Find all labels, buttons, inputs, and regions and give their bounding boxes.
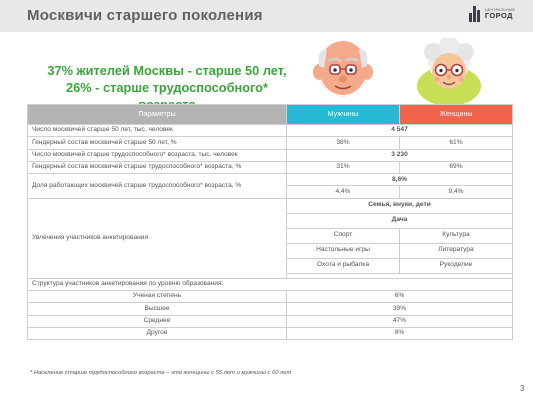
page-number: 3 bbox=[520, 384, 525, 393]
row-value-total: 3 230 bbox=[286, 148, 513, 162]
education-label: Структура участников анкетирования по ур… bbox=[27, 277, 513, 292]
table-row: Высшее 39% bbox=[27, 302, 513, 316]
table-row: Настольные игры Литература bbox=[28, 242, 513, 259]
hobby-culture: Культура bbox=[399, 227, 513, 244]
hobby-hunting-fishing: Охота и рыбалка bbox=[286, 257, 400, 274]
column-header-men: Мужчины bbox=[286, 104, 400, 125]
footnote: * Население старше трудоспособного возра… bbox=[30, 370, 292, 376]
elderly-man-icon bbox=[313, 41, 373, 97]
hobbies-label: Увлечения участников анкетирования bbox=[27, 197, 287, 279]
row-label: Число москвичей старше трудоспособного* … bbox=[27, 148, 287, 162]
logo-mark-icon bbox=[468, 6, 482, 22]
table-row: Среднее 47% bbox=[27, 314, 513, 328]
page-title: Москвичи старшего поколения bbox=[27, 7, 263, 24]
column-header-women: Женщины bbox=[399, 104, 513, 125]
row-value-men: 31% bbox=[286, 160, 400, 175]
education-item-label: Другое bbox=[27, 326, 287, 341]
table-row: 4,4% 9,4% bbox=[28, 185, 513, 199]
row-value-total: 8,6% bbox=[286, 173, 513, 187]
row-value-men: 38% bbox=[286, 136, 400, 150]
table-row: Гендерный состав москвичей старше 50 лет… bbox=[27, 136, 513, 150]
row-value-women: 9,4% bbox=[399, 185, 513, 199]
logo: ЦЕНТРАЛЬНЫЙ ГОРОД bbox=[468, 6, 515, 22]
row-value-men: 4,4% bbox=[286, 185, 400, 199]
statistics-table: Параметры Мужчины Женщины Число москвиче… bbox=[27, 104, 513, 341]
row-value-women: 69% bbox=[399, 160, 513, 175]
hobby-handicraft: Рукоделие bbox=[399, 257, 513, 274]
elderly-couple-illustration bbox=[313, 38, 481, 106]
table-row: Гендерный состав москвичей старше трудос… bbox=[27, 160, 513, 175]
hobby-dacha: Дача bbox=[286, 212, 513, 229]
table-row: Число москвичей старше 50 лет, тыс. чело… bbox=[27, 123, 513, 138]
logo-text: ЦЕНТРАЛЬНЫЙ ГОРОД bbox=[484, 7, 515, 20]
table-row: Другое 8% bbox=[27, 326, 513, 341]
education-item-value: 39% bbox=[286, 302, 513, 316]
hobby-sport: Спорт bbox=[286, 227, 400, 244]
row-label: Гендерный состав москвичей старше 50 лет… bbox=[27, 136, 287, 150]
row-label: Доля работающих москвичей старше трудосп… bbox=[27, 173, 287, 199]
education-item-value: 8% bbox=[286, 326, 513, 341]
education-item-value: 6% bbox=[286, 290, 513, 304]
education-item-label: Среднее bbox=[27, 314, 287, 328]
table-row: Ученая степень 6% bbox=[27, 290, 513, 304]
table-row: Доля работающих москвичей старше трудосп… bbox=[27, 173, 513, 199]
elderly-woman-icon bbox=[417, 38, 481, 106]
row-value-total: 4 547 bbox=[286, 123, 513, 138]
table-row: Охота и рыбалка Рукоделие bbox=[28, 257, 513, 274]
row-value-women: 61% bbox=[399, 136, 513, 150]
logo-small-text: ЦЕНТРАЛЬНЫЙ bbox=[484, 7, 515, 12]
hobby-literature: Литература bbox=[399, 242, 513, 259]
table-row: Структура участников анкетирования по ур… bbox=[27, 277, 513, 292]
logo-big-text: ГОРОД bbox=[484, 11, 513, 20]
table-row: Число москвичей старше трудоспособного* … bbox=[27, 148, 513, 162]
table-row: Увлечения участников анкетирования Семья… bbox=[27, 197, 513, 279]
education-item-value: 47% bbox=[286, 314, 513, 328]
row-label: Число москвичей старше 50 лет, тыс. чело… bbox=[27, 123, 287, 138]
hobby-board-games: Настольные игры bbox=[286, 242, 400, 259]
row-label: Гендерный состав москвичей старше трудос… bbox=[27, 160, 287, 175]
education-item-label: Высшее bbox=[27, 302, 287, 316]
header-bar: Москвичи старшего поколения ЦЕНТРАЛЬНЫЙ … bbox=[0, 0, 533, 32]
headline-line-1: 37% жителей Москвы - старше 50 лет, bbox=[47, 63, 287, 78]
column-header-parameters: Параметры bbox=[27, 104, 287, 125]
table-header-row: Параметры Мужчины Женщины bbox=[27, 104, 513, 125]
education-item-label: Ученая степень bbox=[27, 290, 287, 304]
hobby-family: Семья, внуки, дети bbox=[286, 197, 513, 214]
